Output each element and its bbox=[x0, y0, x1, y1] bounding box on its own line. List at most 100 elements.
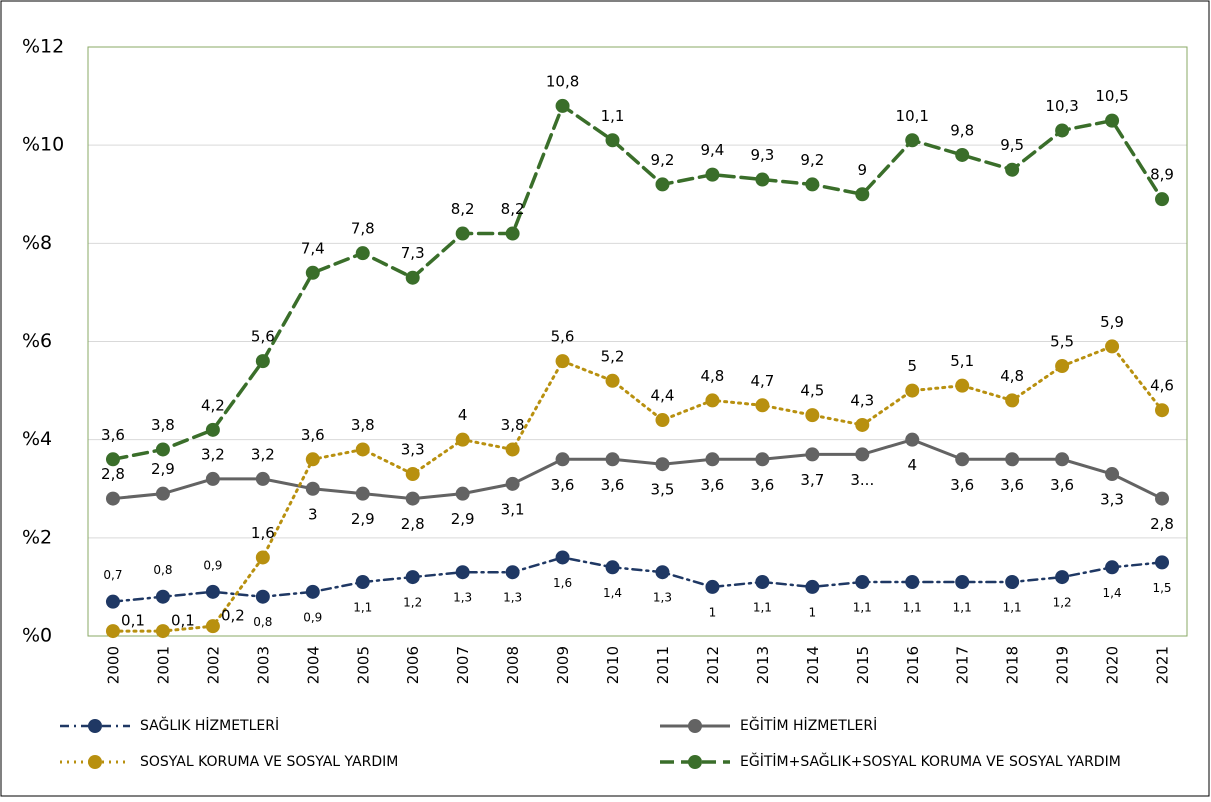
data-label: 1,3 bbox=[453, 591, 472, 605]
data-label: 1 bbox=[809, 605, 817, 619]
data-point bbox=[1055, 359, 1070, 374]
x-tick-label: 2017 bbox=[954, 646, 972, 684]
data-point bbox=[155, 442, 170, 457]
data-point bbox=[855, 187, 870, 202]
x-tick-label: 2004 bbox=[304, 646, 322, 684]
data-label: 3,6 bbox=[1000, 476, 1024, 494]
data-point bbox=[205, 584, 220, 599]
data-point bbox=[1055, 452, 1070, 467]
data-point bbox=[955, 378, 970, 393]
x-tick-label: 2014 bbox=[804, 646, 822, 684]
data-point bbox=[655, 177, 670, 192]
data-point bbox=[105, 491, 120, 506]
data-label: 2,8 bbox=[1150, 515, 1174, 533]
x-tick-label: 2021 bbox=[1154, 646, 1172, 684]
data-point bbox=[905, 133, 920, 148]
data-label: 4,3 bbox=[850, 391, 874, 409]
data-point bbox=[1155, 192, 1170, 207]
data-point bbox=[755, 398, 770, 413]
y-tick-label: %2 bbox=[22, 526, 52, 548]
data-point bbox=[555, 452, 570, 467]
data-label: 0,1 bbox=[171, 612, 195, 630]
data-point bbox=[105, 594, 120, 609]
legend-marker bbox=[88, 719, 102, 733]
data-point bbox=[755, 172, 770, 187]
data-label: 3,6 bbox=[950, 476, 974, 494]
data-point bbox=[505, 565, 520, 580]
x-tick-label: 2011 bbox=[654, 646, 672, 684]
data-point bbox=[205, 422, 220, 437]
data-label: 2,8 bbox=[101, 465, 125, 483]
x-tick-label: 2018 bbox=[1004, 646, 1022, 684]
data-point bbox=[705, 579, 720, 594]
data-label: 1 bbox=[709, 605, 717, 619]
data-label: 1,6 bbox=[251, 524, 275, 542]
x-tick-label: 2007 bbox=[454, 646, 472, 684]
data-point bbox=[155, 589, 170, 604]
data-label: 3,3 bbox=[401, 441, 425, 459]
data-label: 5,5 bbox=[1050, 333, 1074, 351]
data-point bbox=[405, 270, 420, 285]
data-point bbox=[405, 491, 420, 506]
data-point bbox=[805, 177, 820, 192]
x-tick-label: 2008 bbox=[504, 646, 522, 684]
data-point bbox=[755, 452, 770, 467]
data-label: 3,7 bbox=[800, 471, 824, 489]
data-label: 7,8 bbox=[351, 220, 375, 238]
x-tick-label: 2003 bbox=[254, 646, 272, 684]
data-point bbox=[405, 570, 420, 585]
data-label: 3,2 bbox=[251, 445, 275, 463]
x-tick-label: 2001 bbox=[154, 646, 172, 684]
data-point bbox=[155, 624, 170, 639]
data-point bbox=[555, 550, 570, 565]
data-point bbox=[505, 226, 520, 241]
data-label: 4 bbox=[458, 406, 468, 424]
x-tick-label: 2012 bbox=[704, 646, 722, 684]
data-point bbox=[505, 442, 520, 457]
x-tick-label: 2005 bbox=[354, 646, 372, 684]
y-tick-label: %4 bbox=[22, 428, 52, 450]
data-label: 1,1 bbox=[853, 601, 872, 615]
data-label: 3,6 bbox=[750, 476, 774, 494]
data-label: 5,1 bbox=[950, 352, 974, 370]
data-point bbox=[855, 575, 870, 590]
data-label: 5,6 bbox=[251, 328, 275, 346]
x-tick-label: 2019 bbox=[1054, 646, 1072, 684]
x-tick-label: 2010 bbox=[604, 646, 622, 684]
data-point bbox=[1055, 570, 1070, 585]
data-label: 2,9 bbox=[451, 510, 475, 528]
y-tick-label: %6 bbox=[22, 330, 52, 352]
data-point bbox=[355, 575, 370, 590]
data-label: 7,4 bbox=[301, 239, 325, 257]
data-point bbox=[1105, 560, 1120, 575]
data-label: 0,9 bbox=[303, 610, 322, 624]
data-label: 3,8 bbox=[351, 416, 375, 434]
data-label: 1,1 bbox=[903, 601, 922, 615]
data-label: 3,6 bbox=[101, 426, 125, 444]
x-tick-label: 2013 bbox=[754, 646, 772, 684]
legend-marker bbox=[88, 755, 102, 769]
data-point bbox=[355, 246, 370, 261]
series-line bbox=[111, 556, 1164, 603]
data-point bbox=[655, 413, 670, 428]
data-label: 10,8 bbox=[546, 72, 579, 90]
data-label: 2,9 bbox=[151, 460, 175, 478]
data-label: 9,4 bbox=[701, 141, 725, 159]
data-point bbox=[455, 565, 470, 580]
legend-marker bbox=[688, 755, 702, 769]
x-tick-label: 2016 bbox=[904, 646, 922, 684]
data-label: 5,9 bbox=[1100, 313, 1124, 331]
data-point bbox=[1105, 467, 1120, 482]
data-point bbox=[305, 584, 320, 599]
x-tick-label: 2020 bbox=[1104, 646, 1122, 684]
data-point bbox=[455, 226, 470, 241]
data-point bbox=[1005, 452, 1020, 467]
data-label: 10,1 bbox=[896, 107, 929, 125]
data-point bbox=[205, 471, 220, 486]
data-point bbox=[655, 457, 670, 472]
data-label: 10,3 bbox=[1045, 97, 1078, 115]
data-point bbox=[505, 476, 520, 491]
data-point bbox=[1055, 123, 1070, 138]
legend-marker bbox=[688, 719, 702, 733]
